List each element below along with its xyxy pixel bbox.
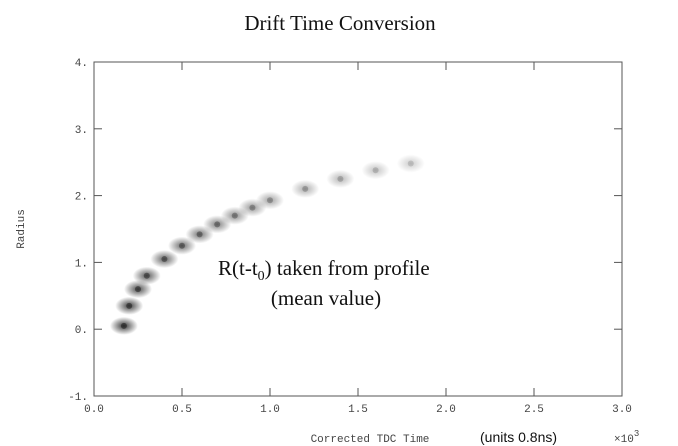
density-core xyxy=(135,286,141,293)
y-tick-label: -1. xyxy=(68,392,88,404)
x-axis-label: Corrected TDC Time xyxy=(311,434,430,446)
annotation-subscript: 0 xyxy=(258,269,265,284)
density-core xyxy=(249,204,256,211)
x-tick-label: 2.0 xyxy=(436,404,456,416)
x-tick-label: 1.0 xyxy=(260,404,280,416)
density-core xyxy=(179,242,185,249)
annotation-text: R(t-t xyxy=(218,256,258,280)
density-core xyxy=(214,221,221,228)
density-point xyxy=(256,191,284,210)
chart-title: Drift Time Conversion xyxy=(244,11,436,35)
x-multiplier: ×103 xyxy=(614,429,639,446)
x-tick-label: 2.5 xyxy=(524,404,544,416)
density-point xyxy=(396,154,425,173)
density-point xyxy=(361,161,390,180)
annotation-text: ) taken from profile xyxy=(265,256,430,280)
y-axis-label: Radius xyxy=(16,209,28,249)
y-tick-label: 0. xyxy=(75,325,88,337)
y-tick-label: 3. xyxy=(75,125,88,137)
annotation-line2: (mean value) xyxy=(271,286,381,310)
marks xyxy=(109,154,425,335)
density-core xyxy=(337,175,344,182)
density-point xyxy=(326,169,355,188)
annotation: R(t-t0) taken from profile xyxy=(218,256,430,284)
x-tick-label: 1.5 xyxy=(348,404,368,416)
plot-frame xyxy=(93,61,623,397)
density-core xyxy=(407,160,414,167)
density-core xyxy=(161,256,168,263)
density-point xyxy=(150,250,179,269)
y-tick-label: 2. xyxy=(75,192,88,204)
density-point xyxy=(168,236,196,255)
x-tick-label: 0.5 xyxy=(172,404,192,416)
density-core xyxy=(372,167,379,174)
density-core xyxy=(302,185,309,192)
density-core xyxy=(143,272,150,279)
density-core xyxy=(231,212,238,219)
x-tick-label: 3.0 xyxy=(612,404,632,416)
x-multiplier-exp: 3 xyxy=(634,429,639,439)
density-core xyxy=(120,322,127,329)
density-core xyxy=(196,231,203,238)
y-tick-label: 4. xyxy=(75,58,88,70)
x-axis-units: (units 0.8ns) xyxy=(480,429,557,445)
density-core xyxy=(267,197,273,204)
x-tick-label: 0.0 xyxy=(84,404,104,416)
y-tick-label: 1. xyxy=(75,258,88,270)
x-multiplier-base: ×10 xyxy=(614,434,634,446)
density-point xyxy=(291,179,320,198)
density-core xyxy=(126,302,133,309)
